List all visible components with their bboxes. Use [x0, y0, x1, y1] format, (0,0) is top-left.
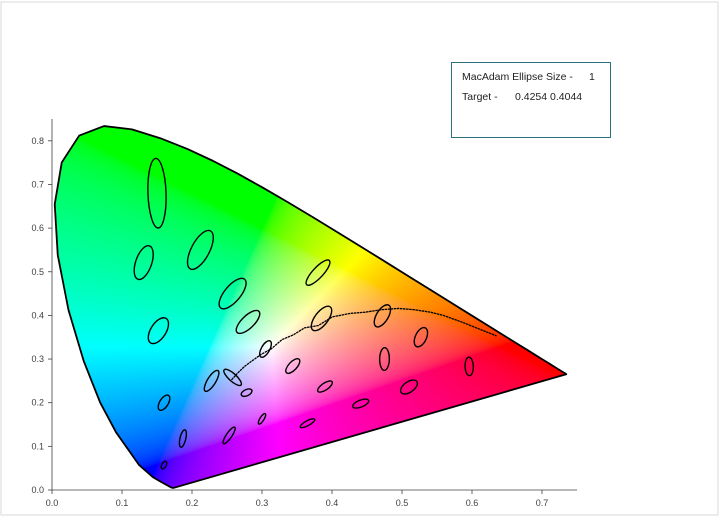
x-tick-label: 0.0 — [46, 498, 59, 508]
macadam-ellipse — [147, 157, 167, 229]
macadam-ellipse — [413, 326, 429, 348]
macadam-ellipse — [157, 394, 171, 412]
x-tick-label: 0.4 — [326, 498, 339, 508]
x-tick-label: 0.5 — [396, 498, 409, 508]
macadam-ellipse — [222, 426, 236, 445]
macadam-ellipse — [235, 309, 261, 335]
y-tick-label: 0.6 — [31, 223, 44, 233]
y-tick-label: 0.8 — [31, 136, 44, 146]
y-tick-label: 0.1 — [31, 441, 44, 451]
planckian-locus — [231, 307, 497, 381]
macadam-ellipse — [299, 418, 316, 429]
x-tick-label: 0.6 — [466, 498, 479, 508]
macadam-ellipse — [285, 358, 301, 375]
y-tick-label: 0.4 — [31, 310, 44, 320]
macadam-ellipse — [160, 460, 168, 470]
x-tick-label: 0.2 — [186, 498, 199, 508]
info-box: MacAdam Ellipse Size - 1 Target - 0.4254… — [451, 62, 611, 138]
y-tick-label: 0.0 — [31, 485, 44, 495]
macadam-ellipse — [305, 259, 331, 286]
x-tick-label: 0.1 — [116, 498, 129, 508]
macadam-ellipse — [186, 229, 214, 271]
macadam-ellipse — [147, 317, 170, 345]
macadam-ellipse — [316, 380, 334, 393]
macadam-ellipse — [378, 347, 391, 372]
x-tick-label: 0.7 — [536, 498, 549, 508]
macadam-ellipse — [218, 277, 247, 310]
macadam-ellipse — [464, 356, 475, 377]
macadam-ellipse — [240, 388, 253, 398]
x-tick-label: 0.3 — [256, 498, 269, 508]
macadam-ellipse — [257, 412, 267, 425]
macadam-ellipse — [133, 244, 154, 281]
target-value: 0.4254 0.4044 — [515, 91, 583, 103]
macadam-ellipse — [203, 369, 220, 393]
ellipse-size-label: MacAdam Ellipse Size - — [462, 71, 573, 83]
y-tick-label: 0.2 — [31, 398, 44, 408]
macadam-ellipse — [310, 305, 333, 332]
macadam-ellipse — [178, 429, 188, 448]
spectral-locus — [53, 125, 568, 489]
y-tick-label: 0.7 — [31, 179, 44, 189]
macadam-ellipse — [373, 304, 392, 328]
ellipse-size-value: 1 — [589, 71, 595, 83]
y-tick-label: 0.3 — [31, 354, 44, 364]
macadam-ellipse — [223, 368, 243, 387]
target-label: Target - — [462, 91, 498, 103]
y-tick-label: 0.5 — [31, 267, 44, 277]
macadam-ellipse — [351, 398, 370, 409]
macadam-ellipse — [399, 379, 419, 395]
macadam-ellipse — [258, 340, 273, 358]
